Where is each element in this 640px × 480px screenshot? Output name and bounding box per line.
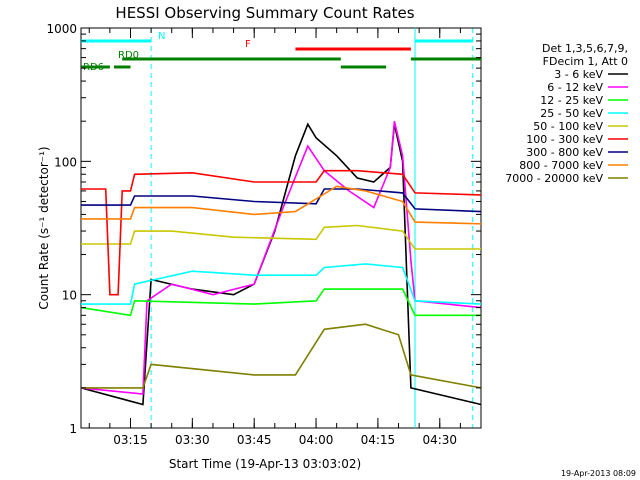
x-tick-label: 03:45 xyxy=(237,433,272,447)
band-label: F xyxy=(245,39,251,50)
series-line-6 xyxy=(81,188,482,213)
x-axis-label: Start Time (19-Apr-13 03:03:02) xyxy=(169,457,361,471)
y-axis-label: Count Rate (s⁻¹ detector⁻¹) xyxy=(37,146,51,309)
timestamp: 19-Apr-2013 08:09 xyxy=(561,469,636,478)
band-label: N xyxy=(158,31,165,42)
series-line-5 xyxy=(81,169,482,296)
y-tick-label: 10 xyxy=(62,289,77,303)
band-label: RD0 xyxy=(118,50,139,61)
series-line-8 xyxy=(81,323,482,389)
band-label: RD6 xyxy=(83,62,104,73)
axes-group: 1 10 100 1000 03:15 03:30 03:45 04:00 04:15 04:30 xyxy=(46,22,481,447)
series-line-1 xyxy=(80,121,482,395)
series-line-0 xyxy=(80,122,482,406)
legend-entry-label: 300 - 800 keV xyxy=(526,146,603,159)
series-line-4 xyxy=(81,224,481,250)
series-line-7 xyxy=(81,185,482,225)
plot-frame xyxy=(80,27,482,429)
legend-header: Det 1,3,5,6,7,9, xyxy=(542,42,628,55)
x-tick-label: 04:00 xyxy=(299,433,334,447)
legend: Det 1,3,5,6,7,9,FDecim 1, Att 03 - 6 keV… xyxy=(505,42,628,185)
mode-bands: N F RD0 RD6 xyxy=(81,31,481,73)
series-group xyxy=(80,121,482,406)
legend-entry-label: 6 - 12 keV xyxy=(547,81,603,94)
series-line-2 xyxy=(80,288,481,317)
y-tick-label: 1 xyxy=(69,422,77,436)
legend-entry-label: 800 - 7000 keV xyxy=(519,159,603,172)
series-line-3 xyxy=(81,263,482,305)
legend-entry-label: 100 - 300 keV xyxy=(526,133,603,146)
chart-title: HESSI Observing Summary Count Rates xyxy=(115,4,414,22)
legend-entry-label: 12 - 25 keV xyxy=(540,94,603,107)
legend-entry-label: 25 - 50 keV xyxy=(540,107,603,120)
y-tick-label: 100 xyxy=(54,155,77,169)
x-tick-label: 03:30 xyxy=(175,433,210,447)
legend-entry-label: 50 - 100 keV xyxy=(533,120,603,133)
y-tick-label: 1000 xyxy=(46,22,77,36)
legend-entry-label: 3 - 6 keV xyxy=(554,68,603,81)
x-tick-label: 04:15 xyxy=(361,433,396,447)
legend-entry-label: 7000 - 20000 keV xyxy=(505,172,603,185)
x-tick-label: 04:30 xyxy=(422,433,457,447)
legend-header: FDecim 1, Att 0 xyxy=(543,55,628,68)
mode-boundary-lines xyxy=(150,28,474,428)
x-tick-label: 03:15 xyxy=(113,433,148,447)
